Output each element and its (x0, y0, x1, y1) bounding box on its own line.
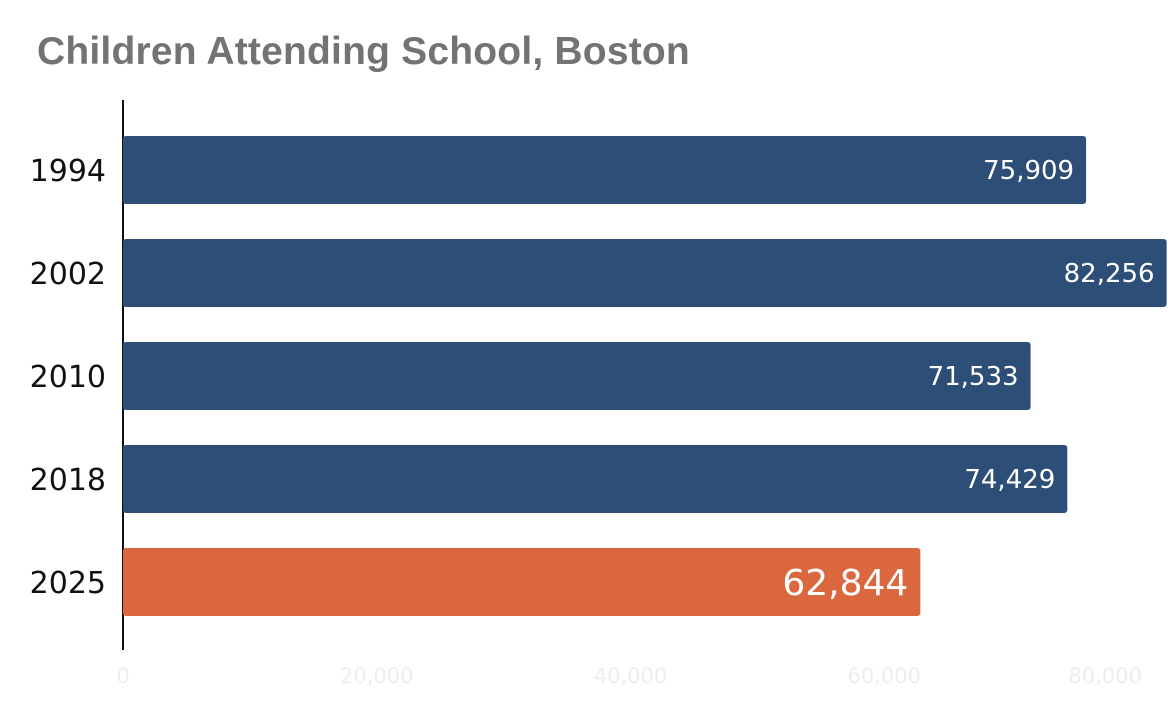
x-tick-label: 0 (116, 664, 129, 688)
bar-2010 (123, 342, 1031, 410)
bar-1994 (123, 136, 1087, 204)
data-label: 71,533 (928, 362, 1019, 392)
x-tick-label: 20,000 (340, 664, 413, 688)
bar-2018 (123, 445, 1068, 513)
bar-2002 (123, 239, 1167, 307)
category-label: 2002 (30, 257, 106, 292)
category-label: 2018 (30, 463, 106, 498)
data-label: 74,429 (964, 465, 1055, 495)
x-tick-label: 80,000 (1069, 664, 1142, 688)
chart-title: Children Attending School, Boston (37, 30, 690, 73)
data-label: 62,844 (782, 563, 908, 604)
x-tick-label: 40,000 (594, 664, 667, 688)
data-label: 82,256 (1064, 259, 1155, 289)
bar-2025 (123, 548, 921, 616)
data-label: 75,909 (983, 156, 1074, 186)
category-label: 2025 (30, 566, 106, 601)
category-label: 1994 (30, 154, 106, 189)
category-label: 2010 (30, 360, 106, 395)
x-tick-label: 60,000 (848, 664, 921, 688)
